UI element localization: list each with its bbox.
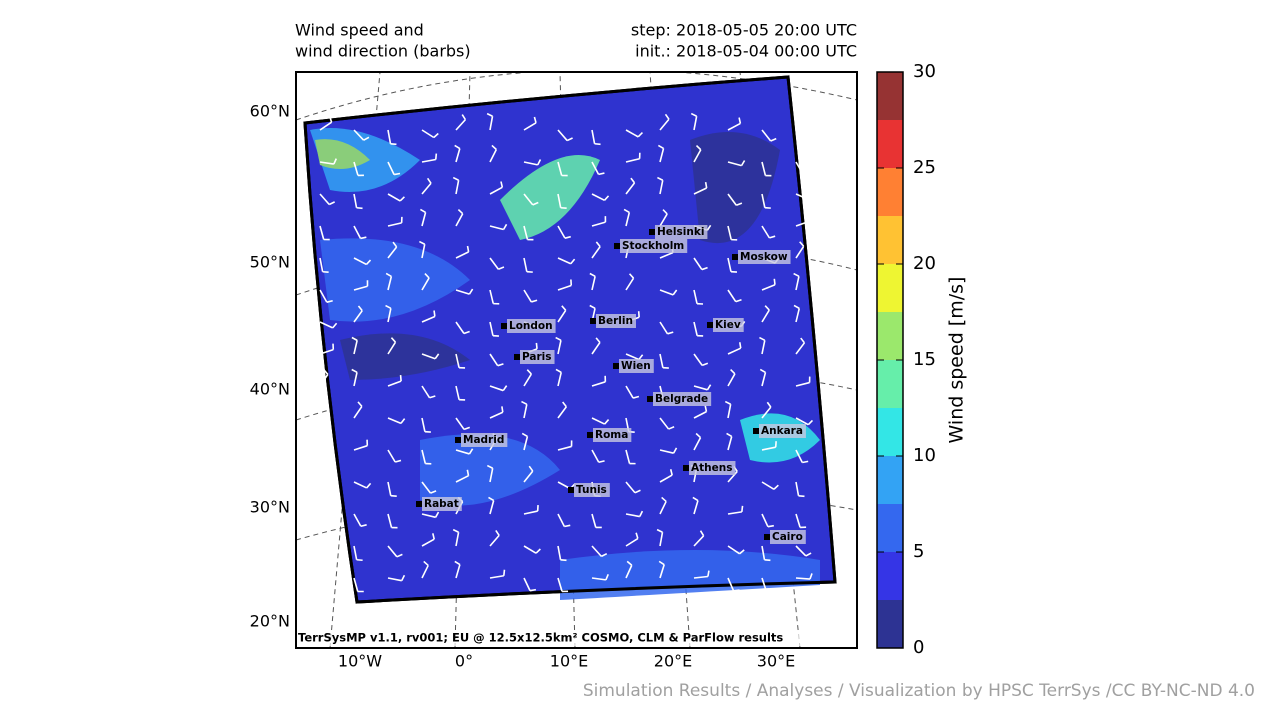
lon-label: 10°E [550, 652, 588, 671]
city: London [501, 319, 556, 333]
lon-label: 30°E [757, 652, 795, 671]
lon-label: 10°W [338, 652, 382, 671]
city-label: Tunis [576, 484, 607, 496]
colorbar-tick-label: 30 [913, 61, 936, 82]
city-label: Athens [691, 462, 732, 474]
city: Berlin [590, 314, 636, 328]
city: Cairo [764, 530, 806, 544]
step: step: 2018-05-05 20:00 UTC [631, 21, 857, 40]
colorbar-band [877, 600, 903, 648]
colorbar-tick-label: 10 [913, 445, 936, 466]
colorbar-band [877, 264, 903, 312]
city-label: London [509, 320, 553, 332]
city: Wien [613, 359, 654, 373]
city: Kiev [707, 318, 744, 332]
city-label: Helsinki [657, 226, 704, 238]
colorbar-band [877, 168, 903, 216]
city: Roma [587, 428, 632, 442]
colorbar-band [877, 360, 903, 408]
colorbar-tick-label: 5 [913, 541, 924, 562]
lat-label: 30°N [250, 498, 290, 517]
map: Helsinki Stockholm Moskow London Berlin Kiev P… [296, 72, 857, 648]
city: Tunis [568, 483, 610, 497]
city-label: Madrid [463, 434, 504, 446]
lat-label: 50°N [250, 253, 290, 272]
colorbar-tick-label: 15 [913, 349, 936, 370]
lon-label: 0° [455, 652, 473, 671]
city-label: Kiev [715, 319, 741, 331]
city-label: Cairo [772, 531, 803, 543]
city-label: Roma [595, 429, 628, 441]
city: Belgrade [647, 392, 712, 406]
city: Stockholm [614, 239, 688, 253]
city: Helsinki [649, 225, 708, 239]
map-frame [295, 71, 858, 649]
city-label: Ankara [761, 425, 803, 437]
credit: TerrSysMP v1.1, rv001; EU @ 12.5x12.5km²… [298, 631, 783, 645]
city-label: Wien [621, 360, 651, 372]
city-label: Rabat [424, 498, 459, 510]
colorbar-band [877, 72, 903, 120]
colorbar-label: Wind speed [m/s] [946, 277, 968, 444]
colorbar-band [877, 456, 903, 504]
city-label: Moskow [740, 251, 788, 263]
lat-label: 20°N [250, 612, 290, 631]
city: Athens [683, 461, 736, 475]
city: Madrid [455, 433, 508, 447]
city-label: Paris [522, 351, 552, 363]
city: Moskow [732, 250, 791, 264]
city: Ankara [753, 424, 806, 438]
city: Rabat [416, 497, 462, 511]
title: wind direction (barbs) [295, 42, 471, 61]
colorbar-band [877, 504, 903, 552]
footer: Simulation Results / Analyses / Visualiz… [583, 681, 1255, 701]
colorbar-band [877, 408, 903, 456]
city-label: Stockholm [622, 240, 684, 252]
city-label: Belgrade [655, 393, 708, 405]
colorbar-band [877, 552, 903, 600]
colorbar-tick-label: 25 [913, 157, 936, 178]
lat-label: 60°N [250, 102, 290, 121]
colorbar-band [877, 120, 903, 168]
lon-label: 20°E [654, 652, 692, 671]
colorbar-tick-label: 20 [913, 253, 936, 274]
init: init.: 2018-05-04 00:00 UTC [635, 42, 857, 61]
colorbar-tick-label: 0 [913, 637, 924, 658]
lat-label: 40°N [250, 380, 290, 399]
city: Paris [514, 350, 555, 364]
colorbar-band [877, 312, 903, 360]
title: Wind speed and [295, 21, 424, 40]
colorbar-band [877, 216, 903, 264]
city-label: Berlin [598, 315, 633, 327]
